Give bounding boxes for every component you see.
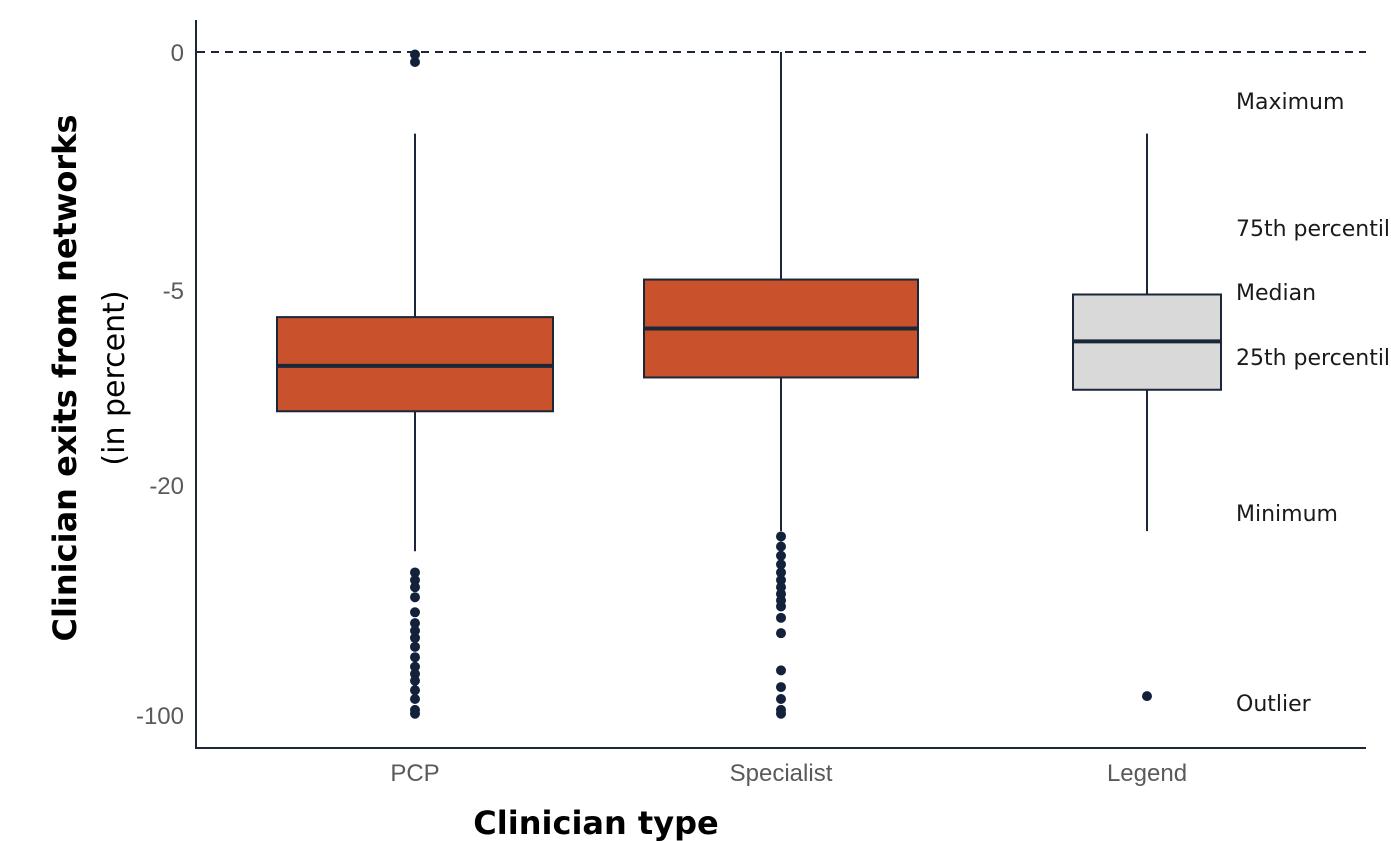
pcp-outlier-point <box>410 661 420 672</box>
pcp-outlier-point <box>410 632 420 643</box>
legend-label-minimum: Minimum <box>1236 502 1338 527</box>
pcp-outlier-point <box>410 567 420 578</box>
legend-label-75th-percentile: 75th percentile <box>1236 217 1391 242</box>
plot-area <box>197 49 1366 719</box>
x-tick-label: Specialist <box>730 760 833 787</box>
specialist-outlier-point <box>776 628 786 639</box>
specialist-outlier-point <box>776 665 786 676</box>
x-axis-title: Clinician type <box>473 804 718 841</box>
y-axis-title: Clinician exits from networks <box>46 114 84 641</box>
specialist-outlier-point <box>776 682 786 693</box>
specialist-outlier-point <box>776 694 786 705</box>
legend-label-outlier: Outlier <box>1236 692 1312 717</box>
legend-label-25th-percentile: 25th percentile <box>1236 346 1391 371</box>
specialist-outlier-point <box>776 550 786 561</box>
specialist-outlier-point <box>776 575 786 586</box>
specialist-outlier-point <box>776 567 786 578</box>
legend-annotations: Maximum 75th percentile Median 25th perc… <box>1236 90 1391 717</box>
pcp-outlier-point <box>410 575 420 586</box>
pcp-outlier-point <box>410 694 420 705</box>
legend-label-median: Median <box>1236 281 1316 306</box>
pcp-outlier-point <box>410 685 420 696</box>
specialist-outlier-point <box>776 531 786 542</box>
specialist-outlier-point <box>776 559 786 570</box>
y-axis-subtitle: (in percent) <box>97 290 132 465</box>
pcp-outlier-point <box>410 607 420 618</box>
y-tick-label: -20 <box>149 473 184 500</box>
pcp-outlier-point <box>410 49 420 60</box>
pcp-outlier-point <box>410 57 420 68</box>
y-tick-label: -5 <box>163 278 184 305</box>
pcp-outlier-point <box>410 641 420 652</box>
x-tick-label: PCP <box>390 760 439 787</box>
y-tick-label: -100 <box>136 703 184 730</box>
specialist-outlier-point <box>776 601 786 612</box>
pcp-outlier-point <box>410 625 420 636</box>
y-tick-label: 0 <box>171 40 184 67</box>
x-tick-label: Legend <box>1107 760 1187 787</box>
y-axis-title-group: Clinician exits from networks (in percen… <box>46 114 132 641</box>
specialist-outlier-point <box>776 612 786 623</box>
pcp-outlier-point <box>410 592 420 603</box>
pcp-outlier-point <box>410 652 420 663</box>
legend-label-maximum: Maximum <box>1236 90 1344 115</box>
pcp-outlier-point <box>410 618 420 629</box>
specialist-outlier-point <box>776 708 786 719</box>
legend-outlier-point <box>1142 691 1152 702</box>
pcp-outlier-point <box>410 582 420 593</box>
specialist-outlier-point <box>776 541 786 552</box>
pcp-outlier-point <box>410 708 420 719</box>
pcp-outlier-point <box>410 675 420 686</box>
